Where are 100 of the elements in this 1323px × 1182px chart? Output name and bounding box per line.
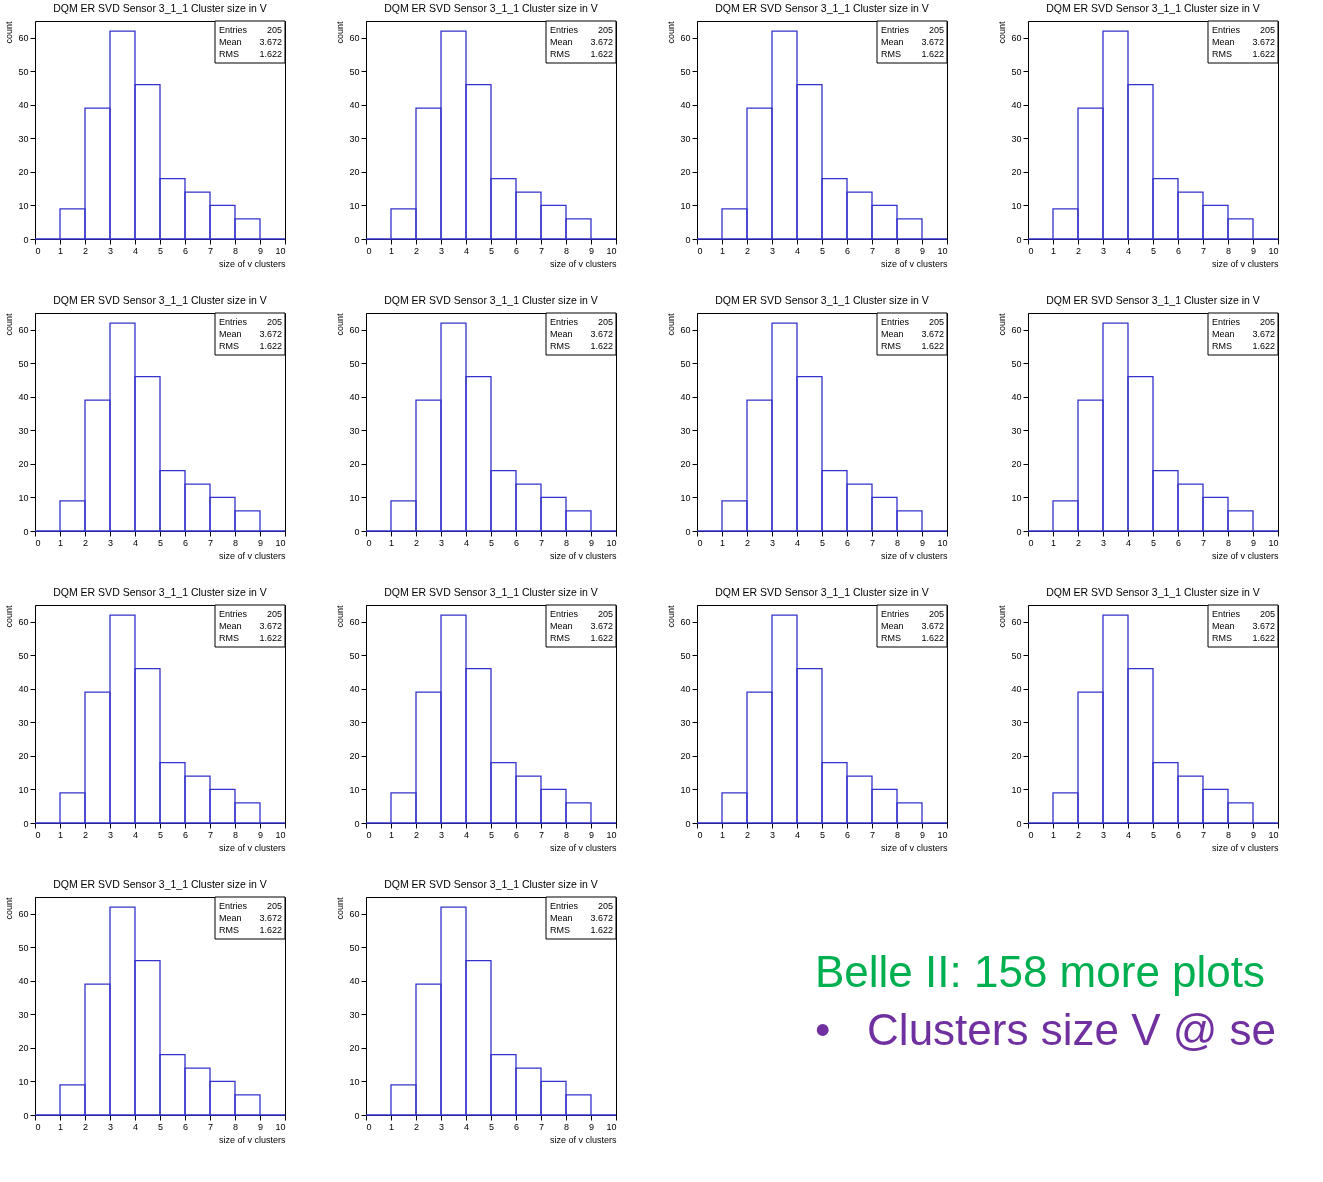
x-tick-label: 7 [538,1121,545,1132]
y-tick-label: 20 [680,167,691,178]
x-tick-label: 3 [1100,245,1107,256]
x-tick-label: 3 [1100,537,1107,548]
y-tick-label: 50 [349,66,360,77]
x-tick-label: 10 [275,1121,286,1132]
x-tick-label: 1 [1050,829,1057,840]
text: Mean 3.672 [550,621,613,631]
x-tick-label: 8 [563,829,570,840]
text: Entries 205 [219,317,282,327]
y-tick-label: 40 [18,100,29,111]
x-axis-title: size of v clusters [549,1134,617,1145]
x-axis-title: size of v clusters [218,842,286,853]
y-tick-label: 50 [1011,66,1022,77]
text: Mean 3.672 [219,913,282,923]
x-tick-label: 5 [488,245,495,256]
y-tick-label: 60 [1011,617,1022,628]
x-tick-label: 10 [606,829,617,840]
y-tick-label: 30 [18,425,29,436]
x-tick-label: 2 [82,245,89,256]
chart-title: DQM ER SVD Sensor 3_1_1 Cluster size in V [53,2,267,14]
y-tick-label: 20 [1011,167,1022,178]
x-tick-label: 10 [937,829,948,840]
x-tick-label: 1 [1050,537,1057,548]
text: RMS 1.622 [219,633,282,643]
x-tick-label: 1 [57,245,64,256]
x-tick-label: 2 [744,829,751,840]
x-tick-label: 7 [207,829,214,840]
x-tick-label: 6 [1175,829,1182,840]
y-tick-label: 50 [18,66,29,77]
x-axis-title: size of v clusters [880,842,948,853]
text: Entries 205 [219,609,282,619]
x-tick-label: 5 [157,537,164,548]
x-tick-label: 6 [844,829,851,840]
x-tick-label: 3 [107,1121,114,1132]
x-tick-label: 6 [844,245,851,256]
x-tick-label: 10 [606,1121,617,1132]
x-tick-label: 10 [1268,537,1279,548]
chart-title: DQM ER SVD Sensor 3_1_1 Cluster size in V [384,878,598,890]
x-tick-label: 2 [1075,245,1082,256]
x-tick-label: 10 [606,537,617,548]
y-axis-title: count [335,21,346,44]
x-axis-title: size of v clusters [1211,258,1279,269]
y-tick-label: 60 [349,909,360,920]
y-tick-label: 20 [18,1043,29,1054]
x-tick-label: 4 [132,537,139,548]
x-tick-label: 5 [488,829,495,840]
x-tick-label: 1 [388,245,395,256]
y-tick-label: 20 [18,459,29,470]
text: RMS 1.622 [219,341,282,351]
y-tick-label: 30 [349,717,360,728]
x-tick-label: 9 [1250,537,1257,548]
x-tick-label: 3 [107,829,114,840]
y-tick-label: 0 [1016,234,1022,245]
x-tick-label: 7 [1200,537,1207,548]
y-tick-label: 60 [1011,325,1022,336]
x-tick-label: 6 [182,537,189,548]
x-tick-label: 10 [1268,829,1279,840]
x-tick-label: 0 [366,537,372,548]
x-tick-label: 6 [1175,245,1182,256]
x-tick-label: 5 [157,245,164,256]
x-tick-label: 6 [844,537,851,548]
y-tick-label: 10 [18,492,29,503]
x-tick-label: 4 [132,245,139,256]
y-axis-title: count [4,21,15,44]
text: RMS 1.622 [1212,49,1275,59]
x-tick-label: 8 [894,829,901,840]
y-axis-title: count [335,313,346,336]
x-tick-label: 4 [794,537,801,548]
x-tick-label: 0 [697,537,703,548]
x-tick-label: 8 [232,537,239,548]
y-axis-title: count [666,21,677,44]
x-tick-label: 2 [413,537,420,548]
chart-title: DQM ER SVD Sensor 3_1_1 Cluster size in V [715,586,929,598]
x-tick-label: 8 [232,1121,239,1132]
text: Mean 3.672 [881,329,944,339]
x-tick-label: 0 [697,245,703,256]
y-tick-label: 10 [18,784,29,795]
y-tick-label: 10 [18,1076,29,1087]
y-tick-label: 0 [354,526,360,537]
x-tick-label: 5 [1150,537,1157,548]
y-tick-label: 10 [349,492,360,503]
text: RMS 1.622 [219,49,282,59]
y-tick-label: 10 [18,200,29,211]
x-tick-label: 3 [438,245,445,256]
x-tick-label: 10 [937,537,948,548]
y-tick-label: 30 [349,133,360,144]
x-tick-label: 1 [719,537,726,548]
text: Mean 3.672 [1212,329,1275,339]
y-tick-label: 50 [18,358,29,369]
x-tick-label: 2 [744,537,751,548]
x-tick-label: 4 [463,537,470,548]
x-tick-label: 3 [769,537,776,548]
x-tick-label: 1 [388,537,395,548]
chart-title: DQM ER SVD Sensor 3_1_1 Cluster size in V [715,2,929,14]
x-tick-label: 7 [869,537,876,548]
x-tick-label: 7 [207,1121,214,1132]
text: Belle II: 158 more plots [815,946,1266,998]
x-tick-label: 10 [606,245,617,256]
x-tick-label: 1 [719,245,726,256]
